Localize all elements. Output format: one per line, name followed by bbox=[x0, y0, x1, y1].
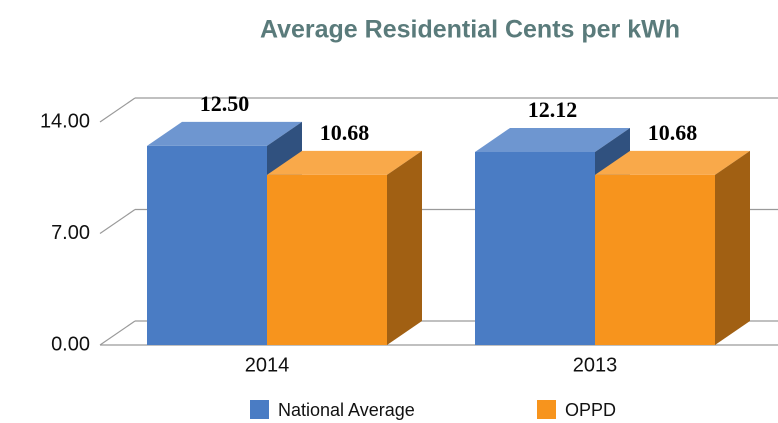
value-label: 12.50 bbox=[200, 91, 250, 116]
bar bbox=[267, 174, 387, 345]
bar-top bbox=[475, 127, 630, 152]
bar-top bbox=[267, 150, 422, 175]
bar bbox=[475, 151, 595, 345]
bar bbox=[595, 174, 715, 345]
legend-label: National Average bbox=[278, 400, 415, 420]
bar-top bbox=[595, 150, 750, 175]
y-tick-label: 14.00 bbox=[40, 110, 90, 132]
value-label: 12.12 bbox=[528, 97, 578, 122]
legend-swatch bbox=[537, 400, 556, 419]
bar-side bbox=[387, 150, 422, 345]
grid-line bbox=[99, 209, 136, 234]
chart-title: Average Residential Cents per kWh bbox=[260, 16, 680, 44]
value-label: 10.68 bbox=[320, 120, 370, 145]
x-tick-label: 2014 bbox=[245, 354, 290, 376]
grid-line bbox=[99, 97, 136, 123]
bar bbox=[147, 145, 267, 345]
legend-swatch bbox=[250, 400, 269, 419]
value-label: 10.68 bbox=[648, 120, 698, 145]
x-tick-label: 2013 bbox=[573, 354, 618, 376]
bar-top bbox=[147, 121, 302, 146]
legend-label: OPPD bbox=[565, 400, 616, 420]
grid-line bbox=[99, 320, 136, 346]
y-tick-label: 7.00 bbox=[51, 222, 90, 244]
bar-side bbox=[715, 150, 750, 345]
y-tick-label: 0.00 bbox=[51, 333, 90, 355]
